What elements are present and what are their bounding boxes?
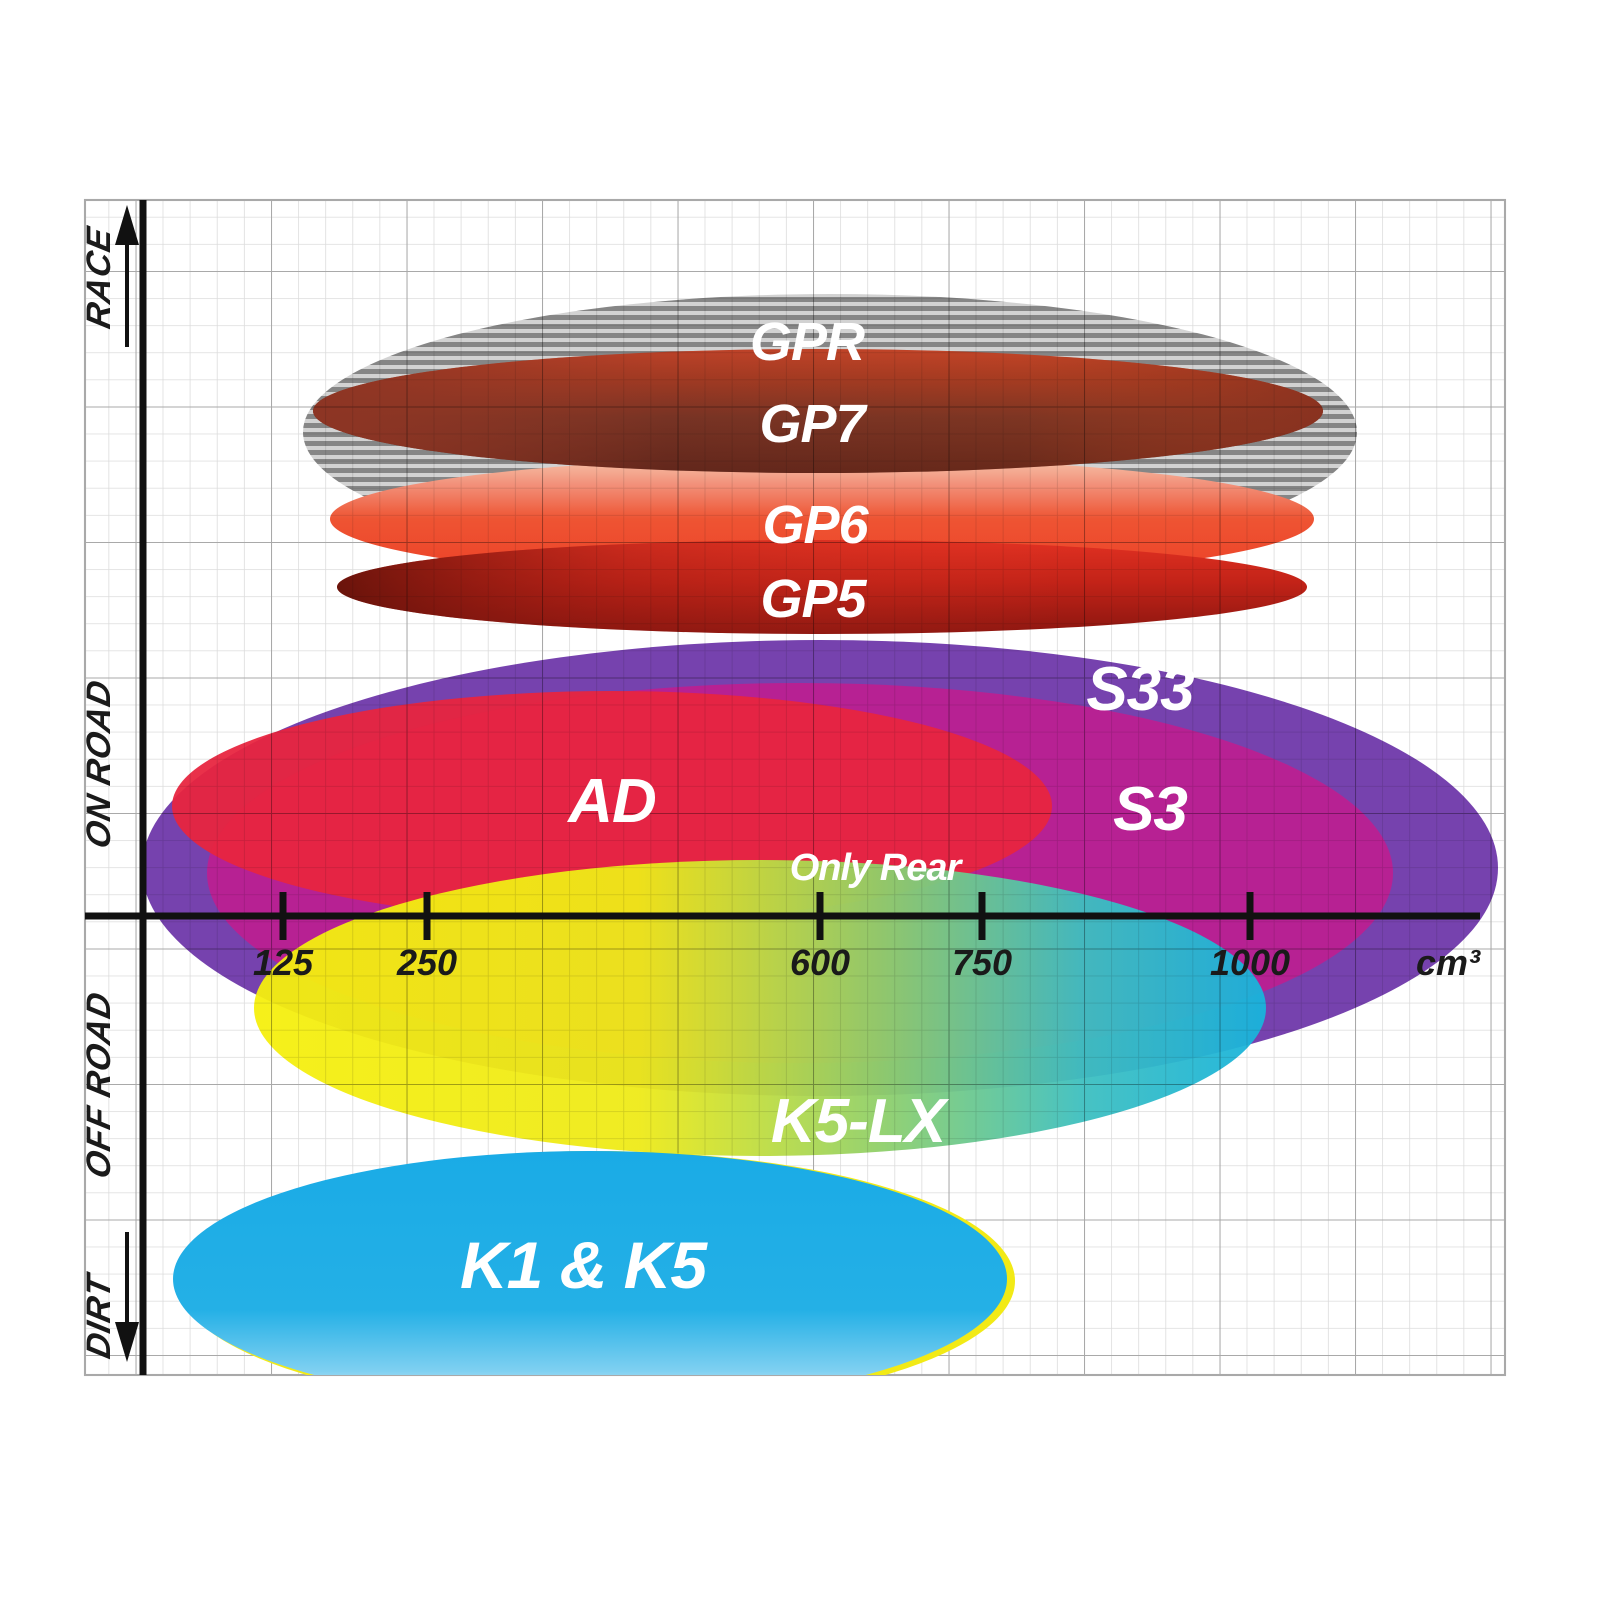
x-tick-label-1000: 1000 [1210,942,1290,983]
region-label-k1-k5: K1 & K5 [460,1228,708,1302]
region-label-s33: S33 [1086,655,1194,724]
x-axis-ticks [279,892,1254,940]
region-gp5[interactable] [337,540,1307,634]
region-k1-k5[interactable] [173,1151,1015,1411]
region-label-gp7: GP7 [759,394,868,454]
zone-label-dirt: DIRT [80,1269,118,1362]
region-label-ad: AD [566,767,656,836]
x-tick-label-250: 250 [396,942,457,983]
x-tick-label-600: 600 [790,942,850,983]
zone-label-race: RACE [80,223,118,331]
zone-label-on-road: ON ROAD [80,676,118,852]
region-gp7[interactable] [313,349,1323,473]
region-label-gpr: GPR [750,312,865,372]
region-label-s3: S3 [1113,775,1187,844]
region-label-gp5: GP5 [760,569,867,629]
dirt-arrow-icon [115,1232,139,1362]
region-k5-lx[interactable] [254,860,1266,1156]
x-tick-label-750: 750 [952,942,1012,983]
x-axis-unit-label: cm³ [1416,942,1481,983]
zone-label-off-road: OFF ROAD [80,988,118,1181]
x-tick-label-125: 125 [253,942,314,983]
region-label-k5-lx: K5-LX [771,1087,950,1156]
annotation-only-rear: Only Rear [790,847,964,889]
region-label-gp6: GP6 [762,495,869,555]
race-arrow-icon [115,205,139,347]
